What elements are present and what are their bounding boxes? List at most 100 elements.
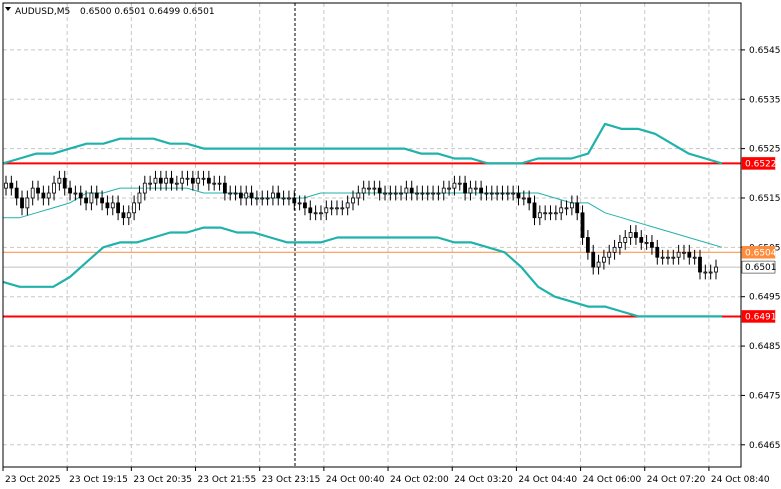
candle-body bbox=[436, 192, 441, 195]
candle-body bbox=[708, 271, 713, 274]
candle-body bbox=[169, 177, 174, 184]
candle-body bbox=[596, 261, 601, 268]
price-tag-label: 0.6501 bbox=[745, 263, 777, 273]
candle bbox=[399, 185, 403, 201]
candle-body bbox=[687, 251, 692, 258]
candle-body bbox=[420, 192, 425, 195]
candle bbox=[84, 190, 88, 211]
x-tick-label: 24 Oct 03:20 bbox=[454, 475, 513, 485]
candle-body bbox=[591, 251, 596, 268]
candle bbox=[425, 185, 430, 201]
candle bbox=[676, 244, 681, 265]
candle bbox=[201, 170, 206, 186]
candle-body bbox=[399, 192, 403, 195]
candle bbox=[671, 249, 676, 265]
candle bbox=[132, 195, 137, 221]
candle-body bbox=[308, 207, 313, 214]
candle-body bbox=[260, 197, 265, 200]
candle-body bbox=[393, 192, 398, 195]
candle bbox=[164, 170, 169, 191]
candle bbox=[297, 195, 302, 211]
candle bbox=[30, 180, 35, 206]
horizontal-levels bbox=[3, 162, 741, 318]
candle bbox=[206, 170, 211, 191]
candle-body bbox=[287, 197, 291, 200]
grid bbox=[3, 3, 741, 467]
candle-body bbox=[692, 256, 697, 259]
candle bbox=[548, 205, 553, 221]
candle bbox=[585, 230, 590, 260]
candle bbox=[249, 185, 254, 206]
candle-body bbox=[575, 202, 580, 214]
candle bbox=[644, 235, 649, 250]
candle bbox=[564, 200, 569, 216]
candle-body bbox=[618, 242, 622, 248]
price-tag-label: 0.6522 bbox=[745, 159, 777, 169]
candle bbox=[62, 170, 67, 196]
candle bbox=[190, 170, 195, 191]
candle-body bbox=[537, 212, 542, 219]
candle bbox=[68, 180, 72, 201]
candle bbox=[559, 200, 564, 221]
candle-body bbox=[601, 256, 606, 263]
candle bbox=[447, 180, 451, 196]
candle-body bbox=[372, 187, 377, 190]
candle-body bbox=[484, 192, 489, 195]
candle bbox=[196, 170, 201, 191]
candle bbox=[634, 225, 638, 245]
candle-body bbox=[495, 192, 500, 195]
candle bbox=[687, 244, 692, 265]
candle bbox=[345, 195, 350, 216]
candle bbox=[142, 175, 147, 201]
candle bbox=[388, 185, 393, 201]
candle-body bbox=[148, 182, 153, 185]
candle bbox=[639, 230, 644, 250]
time-axis[interactable]: 23 Oct 2025 23 Oct 19:15 23 Oct 20:35 23 Oc… bbox=[2, 467, 770, 485]
candle bbox=[714, 259, 718, 280]
candle bbox=[623, 230, 628, 250]
candle bbox=[153, 170, 158, 191]
x-tick-label: 23 Oct 23:15 bbox=[262, 475, 321, 485]
candle bbox=[708, 264, 713, 280]
price-tag-current bbox=[741, 260, 776, 274]
candle-body bbox=[500, 192, 505, 195]
x-tick-label: 23 Oct 19:15 bbox=[69, 475, 128, 485]
price-tag-support bbox=[741, 310, 776, 323]
candle bbox=[607, 244, 612, 265]
candle-body bbox=[180, 177, 185, 184]
collapse-triangle-icon[interactable] bbox=[5, 7, 11, 11]
candle bbox=[543, 205, 548, 221]
candle bbox=[57, 170, 62, 191]
candle-body bbox=[682, 251, 686, 254]
candle bbox=[174, 175, 179, 191]
price-tag-label: 0.6504 bbox=[745, 248, 777, 258]
candle-body bbox=[351, 197, 355, 204]
x-tick-label: 24 Oct 06:00 bbox=[583, 475, 642, 485]
candle bbox=[703, 264, 708, 280]
candle-body bbox=[271, 192, 275, 199]
candle bbox=[46, 185, 51, 206]
candle bbox=[73, 185, 78, 201]
x-tick-label: 24 Oct 04:40 bbox=[518, 475, 577, 485]
candle bbox=[601, 249, 606, 270]
candle bbox=[319, 205, 323, 221]
candle bbox=[516, 185, 521, 206]
price-tag-mid bbox=[741, 246, 776, 259]
candle bbox=[404, 180, 409, 201]
candle-body bbox=[228, 192, 233, 195]
plot-frame bbox=[2, 2, 742, 468]
candle-body bbox=[137, 192, 142, 204]
candle bbox=[351, 190, 355, 211]
candle-body bbox=[377, 187, 382, 194]
candle-body bbox=[660, 256, 665, 259]
candle-body bbox=[532, 202, 537, 219]
candle-body bbox=[164, 177, 169, 184]
candle-body bbox=[319, 212, 323, 215]
candle bbox=[527, 190, 532, 211]
candle bbox=[9, 175, 14, 196]
candle-body bbox=[666, 256, 670, 259]
candle-body bbox=[463, 182, 467, 194]
candle bbox=[452, 175, 457, 196]
candle bbox=[137, 185, 142, 211]
